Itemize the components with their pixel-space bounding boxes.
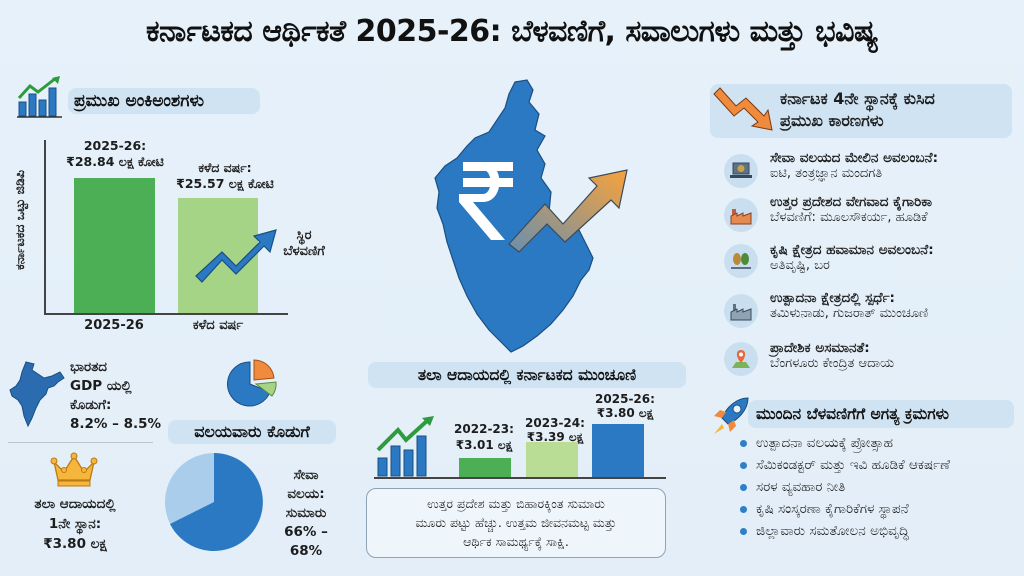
y-axis-label: ಕರ್ನಾಟಕದ ಒಟ್ಟು ಜಿಡಿಪಿ: [12, 170, 27, 270]
list-item: ಕೃಷಿ ಸಂಸ್ಕರಣಾ ಕೈಗಾರಿಕೆಗಳ ಸ್ಥಾಪನೆ: [740, 498, 1020, 520]
per-capita-rank-text: ತಲಾ ಆದಾಯದಲ್ಲಿ 1ನೇ ಸ್ಥಾನ: ₹3.80 ಲಕ್ಷ: [0, 494, 150, 554]
per-capita-bar-2022: [459, 458, 511, 477]
india-share-value: 8.2% – 8.5%: [70, 416, 162, 432]
per-capita-heading: ತಲಾ ಆದಾಯದಲ್ಲಿ ಕರ್ನಾಟಕದ ಮುಂಚೂಣಿ: [368, 362, 686, 388]
per-capita-value: ₹3.01 ಲಕ್ಷ: [455, 438, 513, 452]
bar-label-year: ಕಳೆದ ವರ್ಷ:: [198, 160, 252, 175]
decline-heading-box: [710, 84, 1012, 138]
per-capita-note: ಉತ್ತರ ಪ್ರದೇಶ ಮತ್ತು ಬಿಹಾರಕ್ಕಿಂತ ಸುಮಾರು ಮೂ…: [366, 488, 666, 558]
bullet-icon: [740, 527, 747, 535]
per-capita-value: ₹3.80 ಲಕ್ಷ: [596, 406, 654, 420]
declining-arrow-icon: [712, 84, 774, 134]
india-map-icon: [8, 360, 66, 430]
reason-item: ಉತ್ಪಾದನಾ ಕ್ಷೇತ್ರದಲ್ಲಿ ಸ್ಪರ್ಧೆ: ತಮಿಳುನಾಡು…: [770, 290, 929, 322]
per-capita-year: 2022-23:: [454, 422, 514, 436]
per-capita-year: 2025-26:: [595, 392, 655, 406]
trend-label: ಸ್ಥಿರ ಬೆಳವಣಿಗೆ: [283, 228, 325, 260]
x-label: ಕಳೆದ ವರ್ಷ: [192, 318, 244, 333]
bar-label-value: ₹25.57 ಲಕ್ಷ ಕೋಟಿ: [176, 176, 274, 191]
bar-label-year: 2025-26:: [83, 138, 147, 153]
x-label: 2025-26: [84, 318, 144, 333]
bullet-icon: [740, 483, 747, 491]
bullet-icon: [740, 505, 747, 513]
crown-icon: [50, 452, 98, 488]
bullet-icon: [740, 439, 747, 447]
divider: [8, 442, 153, 443]
per-capita-rank-value: ₹3.80 ಲಕ್ಷ: [43, 536, 107, 552]
bar-label-value: ₹28.84 ಲಕ್ಷ ಕೋಟಿ: [66, 154, 164, 169]
crops-icon: [724, 244, 758, 278]
list-item: ಸೆಮಿಕಂಡಕ್ಟರ್ ಮತ್ತು ಇವಿ ಹೂಡಿಕೆ ಆಕರ್ಷಣೆ: [740, 454, 1020, 476]
sector-share-text: ಸೇವಾ ವಲಯ: ಸುಮಾರು 66% – 68%: [266, 466, 346, 561]
factory-icon: [724, 198, 758, 232]
reason-item: ಸೇವಾ ವಲಯದ ಮೇಲಿನ ಅವಲಂಬನೆ: ಐಟಿ, ತಂತ್ರಜ್ಞಾನ…: [770, 150, 938, 182]
future-steps-heading: ಮುಂದಿನ ಬೆಳವಣಿಗೆಗೆ ಅಗತ್ಯ ಕ್ರಮಗಳು: [748, 400, 1014, 428]
map-pin-icon: [724, 342, 758, 376]
gdp-bar-current: [74, 178, 155, 313]
per-capita-bar-2025: [592, 424, 644, 477]
india-share-text: ಭಾರತದ GDP ಯಲ್ಲಿ ಕೊಡುಗೆ: 8.2% – 8.5%: [70, 359, 162, 432]
per-capita-year: 2023-24:: [525, 416, 585, 430]
list-item: ಜಿಲ್ಲಾವಾರು ಸಮತೋಲನ ಅಭಿವೃದ್ಧಿ: [740, 520, 1020, 542]
future-steps-list: ಉತ್ಪಾದನಾ ವಲಯಕ್ಕೆ ಪ್ರೋತ್ಸಾಹ ಸೆಮಿಕಂಡಕ್ಟರ್ …: [740, 432, 1020, 542]
laptop-gears-icon: [724, 154, 758, 188]
y-axis-line: [44, 140, 46, 314]
per-capita-value: ₹3.39 ಲಕ್ಷ: [526, 430, 584, 444]
reason-item: ಉತ್ತರ ಪ್ರದೇಶದ ವೇಗವಾದ ಕೈಗಾರಿಕಾ ಬೆಳವಣಿಗೆ: …: [770, 194, 933, 226]
sector-share-value: 66% – 68%: [284, 524, 328, 559]
sector-pie-chart: [164, 452, 264, 552]
karnataka-map-icon: [405, 74, 645, 359]
decline-heading: ಕರ್ನಾಟಕ 4ನೇ ಸ್ಥಾನಕ್ಕೆ ಕುಸಿದ ಪ್ರಮುಖ ಕಾರಣಗ…: [780, 89, 935, 130]
reason-item: ಕೃಷಿ ಕ್ಷೇತ್ರದ ಹವಾಮಾನ ಅವಲಂಬನೆ: ಅತಿವೃಷ್ಟಿ,…: [770, 242, 934, 274]
list-item: ಉತ್ಪಾದನಾ ವಲಯಕ್ಕೆ ಪ್ರೋತ್ಸಾಹ: [740, 432, 1020, 454]
growth-arrow-icon: [194, 226, 280, 284]
x-axis-line: [44, 313, 288, 315]
reason-item: ಪ್ರಾದೇಶಿಕ ಅಸಮಾನತೆ: ಬೆಂಗಳೂರು ಕೇಂದ್ರಿತ ಆದಾ…: [770, 340, 895, 372]
page-title: ಕರ್ನಾಟಕದ ಆರ್ಥಿಕತೆ 2025-26: ಬೆಳವಣಿಗೆ, ಸವಾ…: [146, 14, 878, 49]
sector-share-heading: ವಲಯವಾರು ಕೊಡುಗೆ: [168, 420, 336, 444]
bullet-icon: [740, 461, 747, 469]
per-capita-bar-2023: [526, 442, 578, 477]
per-capita-growth-icon: [376, 414, 438, 478]
key-stats-heading: ಪ್ರಮುಖ ಅಂಕಿಅಂಶಗಳು: [68, 88, 260, 114]
per-capita-baseline: [374, 477, 666, 479]
industry-icon: [724, 294, 758, 328]
key-stats-icon: [16, 76, 64, 120]
pie-chart-icon: [226, 358, 278, 410]
rocket-icon: [708, 394, 752, 438]
list-item: ಸರಳ ವ್ಯವಹಾರ ನೀತಿ: [740, 476, 1020, 498]
